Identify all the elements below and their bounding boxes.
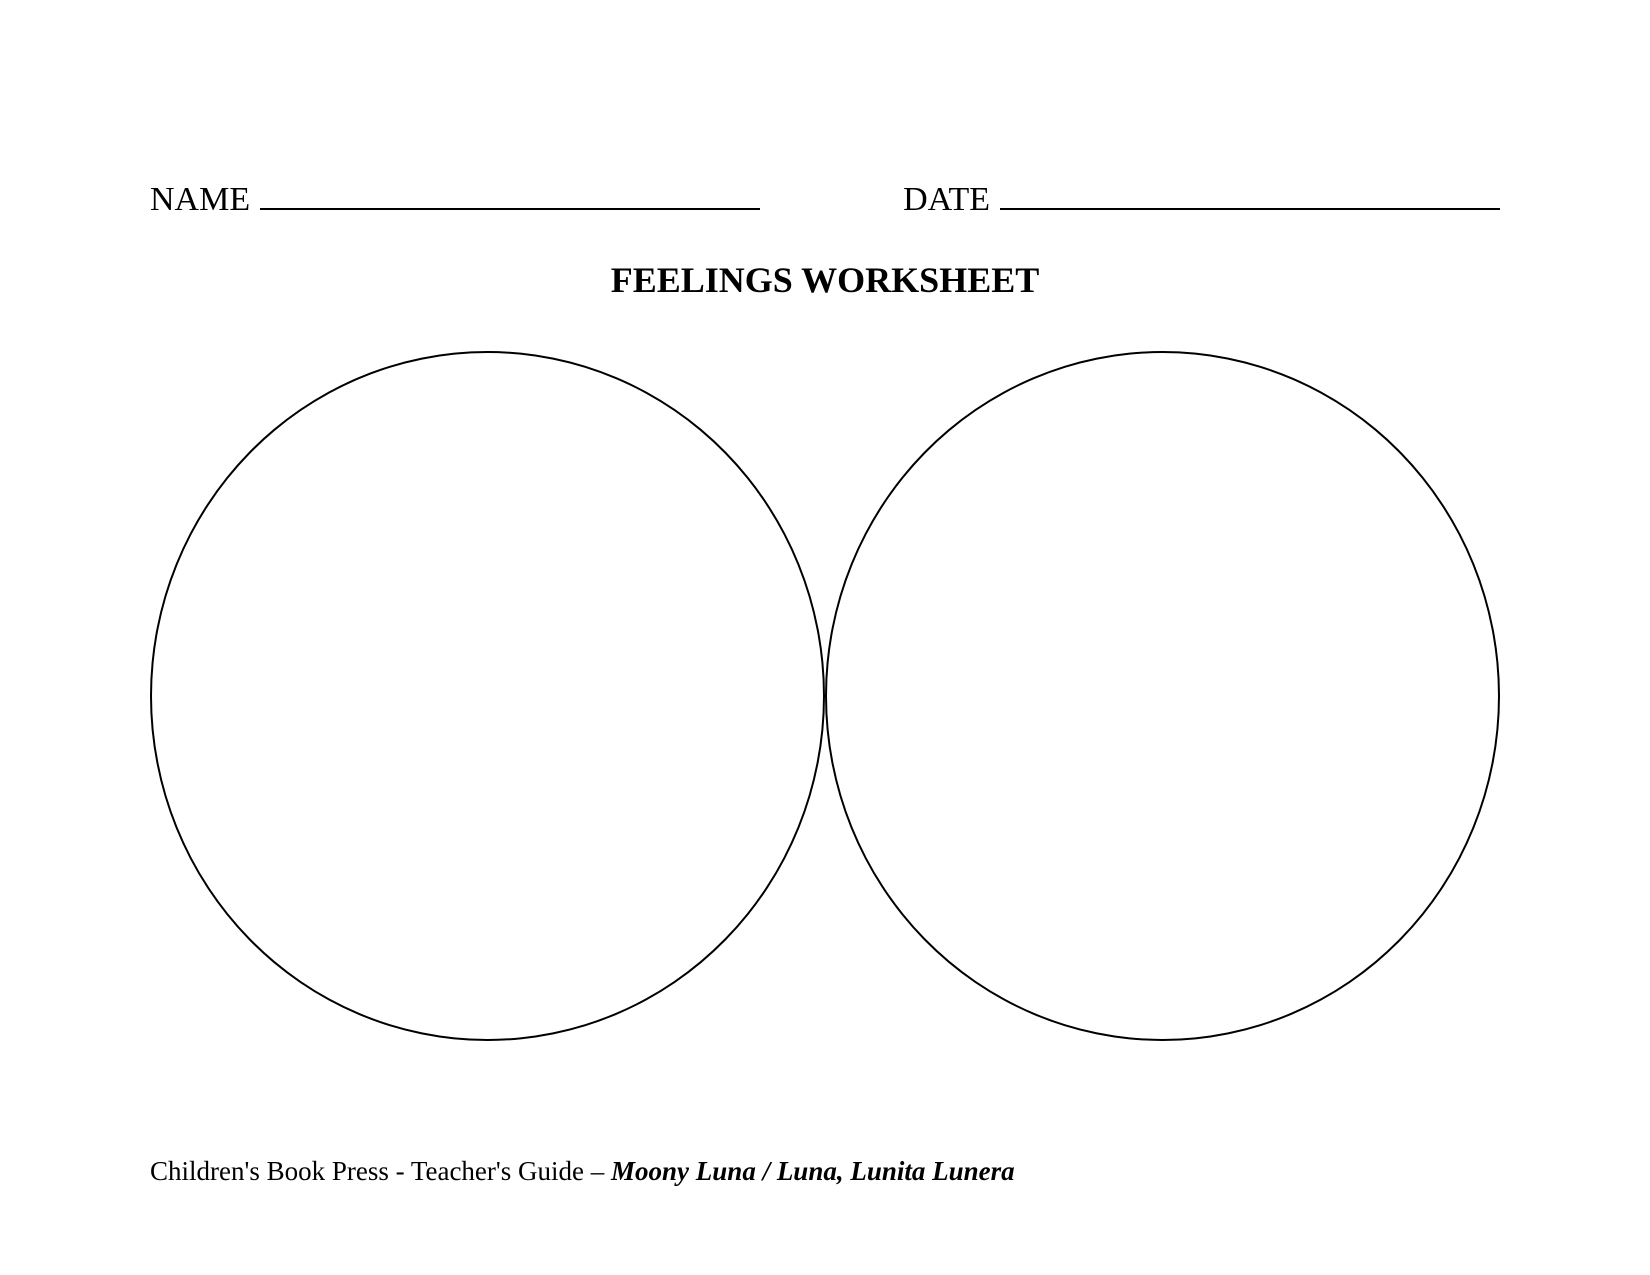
footer: Children's Book Press - Teacher's Guide … xyxy=(150,1156,1015,1187)
name-label: NAME xyxy=(150,181,250,219)
footer-book-title: Moony Luna / Luna, Lunita Lunera xyxy=(611,1156,1015,1186)
date-field-group: DATE xyxy=(903,180,1500,219)
date-label: DATE xyxy=(903,181,990,219)
circles-container xyxy=(150,351,1500,1041)
date-input-line[interactable] xyxy=(1000,180,1500,210)
footer-prefix: Children's Book Press - Teacher's Guide … xyxy=(150,1156,611,1186)
feelings-circle-left[interactable] xyxy=(150,351,825,1041)
worksheet-title: FEELINGS WORKSHEET xyxy=(150,259,1500,301)
header-row: NAME DATE xyxy=(150,180,1500,219)
feelings-circle-right[interactable] xyxy=(825,351,1500,1041)
name-input-line[interactable] xyxy=(260,180,760,210)
name-field-group: NAME xyxy=(150,180,760,219)
worksheet-page: NAME DATE FEELINGS WORKSHEET Children's … xyxy=(0,0,1650,1275)
